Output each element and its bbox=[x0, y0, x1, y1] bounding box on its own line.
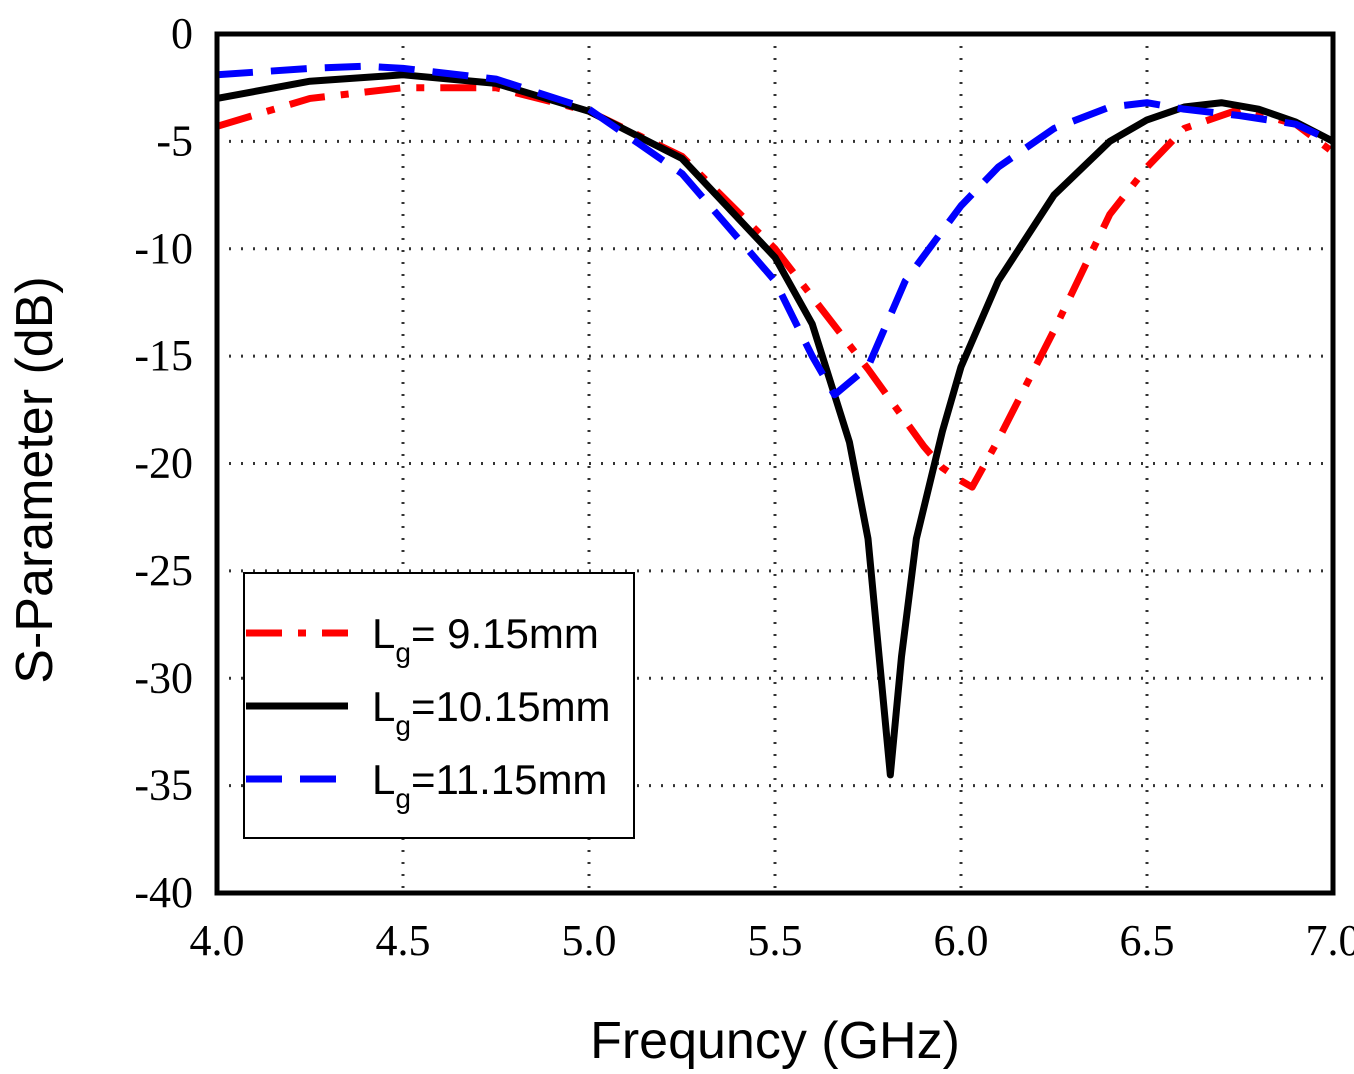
plot-lines bbox=[217, 62, 1333, 779]
y-tick-label: -10 bbox=[134, 224, 193, 273]
x-tick-label: 5.0 bbox=[562, 916, 617, 965]
y-tick-label: -30 bbox=[134, 653, 193, 702]
y-tick-label: -40 bbox=[134, 868, 193, 917]
x-tick-label: 4.5 bbox=[376, 916, 431, 965]
y-tick-label: -20 bbox=[134, 439, 193, 488]
plot-frame bbox=[214, 31, 1336, 896]
y-tick-label: 0 bbox=[171, 9, 193, 58]
x-tick-label: 6.0 bbox=[934, 916, 989, 965]
x-tick-label: 4.0 bbox=[190, 916, 245, 965]
legend-label: Lg=10.15mm bbox=[372, 683, 611, 741]
legend-label: Lg=11.15mm bbox=[372, 756, 607, 814]
y-tick-label: -25 bbox=[134, 546, 193, 595]
y-tick-label: -15 bbox=[134, 331, 193, 380]
x-tick-label: 7.0 bbox=[1306, 916, 1354, 965]
y-tick-label: -5 bbox=[156, 116, 193, 165]
x-tick-label: 6.5 bbox=[1120, 916, 1175, 965]
x-tick-label: 5.5 bbox=[748, 916, 803, 965]
x-axis-label: Frequncy (GHz) bbox=[590, 1012, 960, 1070]
legend-label: Lg= 9.15mm bbox=[372, 610, 599, 668]
y-axis-label: S-Parameter (dB) bbox=[6, 276, 64, 683]
series-line bbox=[217, 62, 1333, 399]
y-tick-label: -35 bbox=[134, 761, 193, 810]
